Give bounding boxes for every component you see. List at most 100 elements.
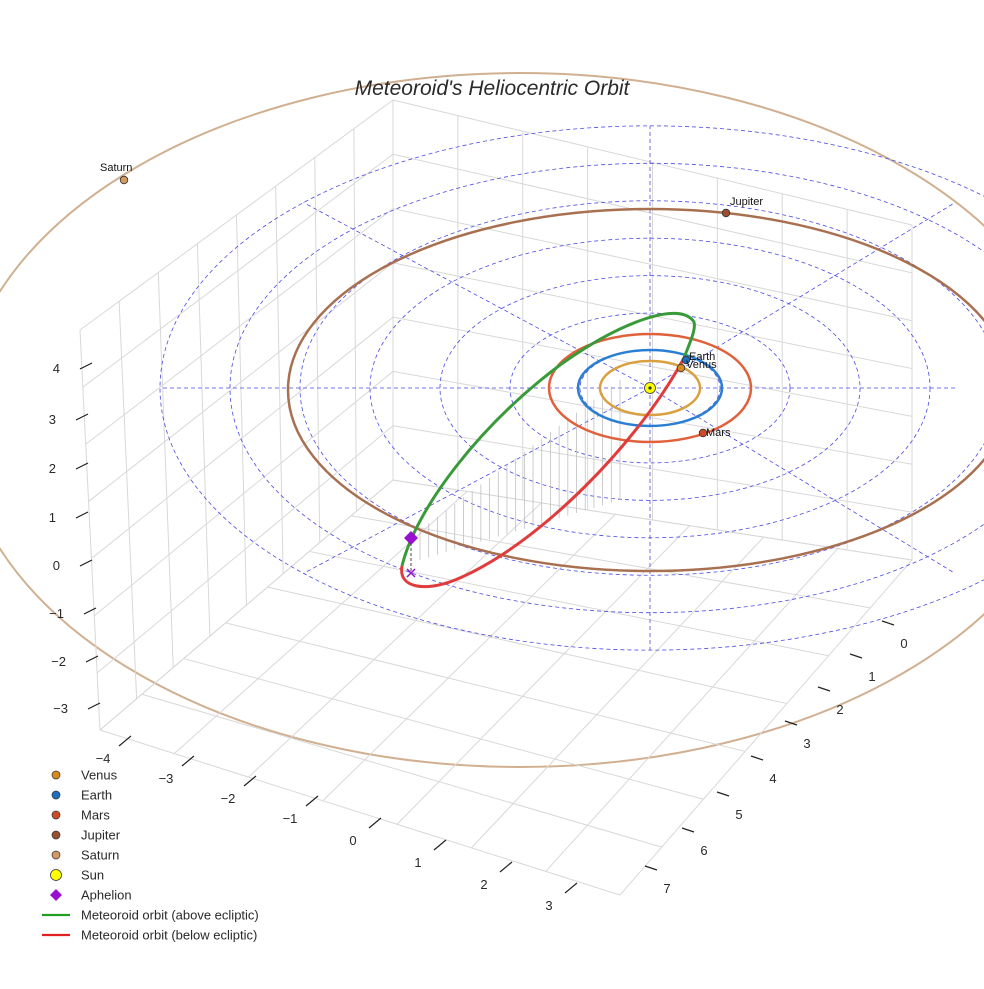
y-tick-label: 6 [700, 843, 707, 858]
y-tick-mark [681, 827, 695, 833]
floor-grid-a [309, 550, 829, 657]
planet-orbits [286, 207, 984, 573]
planet-marker-mars [698, 428, 708, 438]
left-wall-hgrid [79, 99, 394, 331]
legend-marker [51, 850, 61, 860]
z-tick-label: 3 [49, 412, 56, 427]
z-tick-label: 0 [53, 558, 60, 573]
axis-tick-marks [75, 362, 895, 894]
z-tick-mark [79, 362, 93, 370]
y-tick-mark [644, 865, 658, 871]
legend-label: Venus [81, 768, 118, 783]
x-tick-label: −1 [283, 811, 298, 826]
left-wall-hgrid [85, 208, 394, 445]
legend-marker [51, 810, 61, 820]
planet-marker-saturn [119, 175, 129, 185]
planet-marker-jupiter [721, 208, 731, 218]
z-tick-label: 4 [53, 361, 60, 376]
floor-grid-b [619, 559, 913, 896]
x-tick-mark [368, 817, 382, 829]
aphelion-marker [404, 531, 418, 545]
z-tick-mark [75, 462, 89, 470]
planet-label-earth: Earth [689, 351, 715, 363]
y-tick-mark [849, 653, 863, 659]
floor-grid-b [173, 491, 468, 754]
planet-label-mars: Mars [706, 427, 731, 439]
y-tick-mark [750, 755, 764, 761]
y-tick-label: 7 [663, 881, 670, 896]
x-tick-label: 2 [480, 877, 487, 892]
aphelion-projection-marker [406, 568, 416, 578]
orbit-earth [576, 348, 724, 428]
y-tick-label: 3 [803, 736, 810, 751]
saturn-orbit [0, 72, 984, 768]
z-tick-mark [87, 702, 101, 710]
z-tick-mark [79, 559, 93, 567]
left-wall-vgrid [157, 272, 174, 668]
axis-tick-labels: 4 3 2 1 0 −1 −2 −3 −4 −3 −2 −1 0 1 2 3 0 1 2 3 4 5 6 7 [49, 361, 908, 913]
left-wall-vgrid [353, 128, 357, 512]
y-tick-mark [716, 791, 730, 797]
y-tick-label: 5 [735, 807, 742, 822]
x-tick-mark [433, 839, 447, 851]
legend-marker [51, 790, 61, 800]
orbit-mars [547, 332, 753, 444]
legend-label: Meteoroid orbit (below ecliptic) [81, 928, 257, 943]
z-tick-mark [85, 655, 99, 663]
ecliptic-spoke [303, 202, 651, 389]
y-tick-mark [881, 620, 895, 626]
legend-label: Saturn [81, 848, 119, 863]
y-tick-mark [817, 686, 831, 692]
left-wall-vgrid [236, 214, 247, 606]
left-wall-vgrid [314, 157, 321, 543]
sun-center-dot [648, 386, 652, 390]
y-tick-label: 1 [868, 669, 875, 684]
planet-markers [119, 175, 731, 438]
legend-marker [50, 889, 62, 901]
floor-grid-a [99, 729, 621, 896]
x-tick-label: 1 [414, 855, 421, 870]
z-tick-mark [75, 413, 89, 421]
x-tick-label: 0 [349, 833, 356, 848]
ecliptic-grid [159, 125, 984, 651]
left-wall-hgrid [96, 425, 394, 674]
x-tick-mark [181, 755, 195, 767]
meteoroid-orbit-above [400, 312, 696, 567]
left-wall-vgrid [196, 243, 211, 637]
planet-label-jupiter: Jupiter [730, 196, 763, 208]
z-tick-label: −1 [49, 606, 64, 621]
orbit-venus [598, 359, 702, 417]
back-wall-hgrid [392, 99, 913, 226]
z-tick-mark [75, 511, 89, 519]
legend-label: Meteoroid orbit (above ecliptic) [81, 908, 259, 923]
planet-marker-earth [681, 355, 691, 365]
legend-label: Jupiter [81, 828, 121, 843]
orbit-jupiter [286, 207, 984, 573]
ecliptic-spoke [649, 202, 956, 389]
ecliptic-spoke [303, 387, 651, 574]
floor-grid-b [396, 525, 690, 825]
floor-grid-a [141, 693, 662, 848]
z-tick-mark [83, 607, 97, 615]
x-tick-mark [499, 861, 513, 873]
legend-label: Earth [81, 788, 112, 803]
left-wall-hgrid [93, 371, 394, 617]
x-tick-mark [118, 735, 132, 747]
back-wall-hgrid [392, 153, 913, 274]
x-tick-label: −3 [159, 771, 174, 786]
legend-marker [51, 770, 61, 780]
y-tick-label: 4 [769, 771, 776, 786]
floor-grid-a [183, 658, 704, 800]
x-tick-label: −4 [96, 751, 111, 766]
legend: Venus Earth Mars Jupiter Saturn Sun Aphelion Me… [42, 768, 259, 943]
left-wall-hgrid [82, 153, 394, 388]
planet-label-venus: Venus [686, 359, 717, 371]
legend-label: Sun [81, 868, 104, 883]
back-wall-hgrid [392, 208, 913, 322]
legend-marker [50, 869, 62, 881]
y-tick-label: 2 [836, 702, 843, 717]
planet-label-saturn: Saturn [100, 162, 132, 174]
z-tick-label: 2 [49, 461, 56, 476]
floor-grid-b [248, 502, 542, 778]
